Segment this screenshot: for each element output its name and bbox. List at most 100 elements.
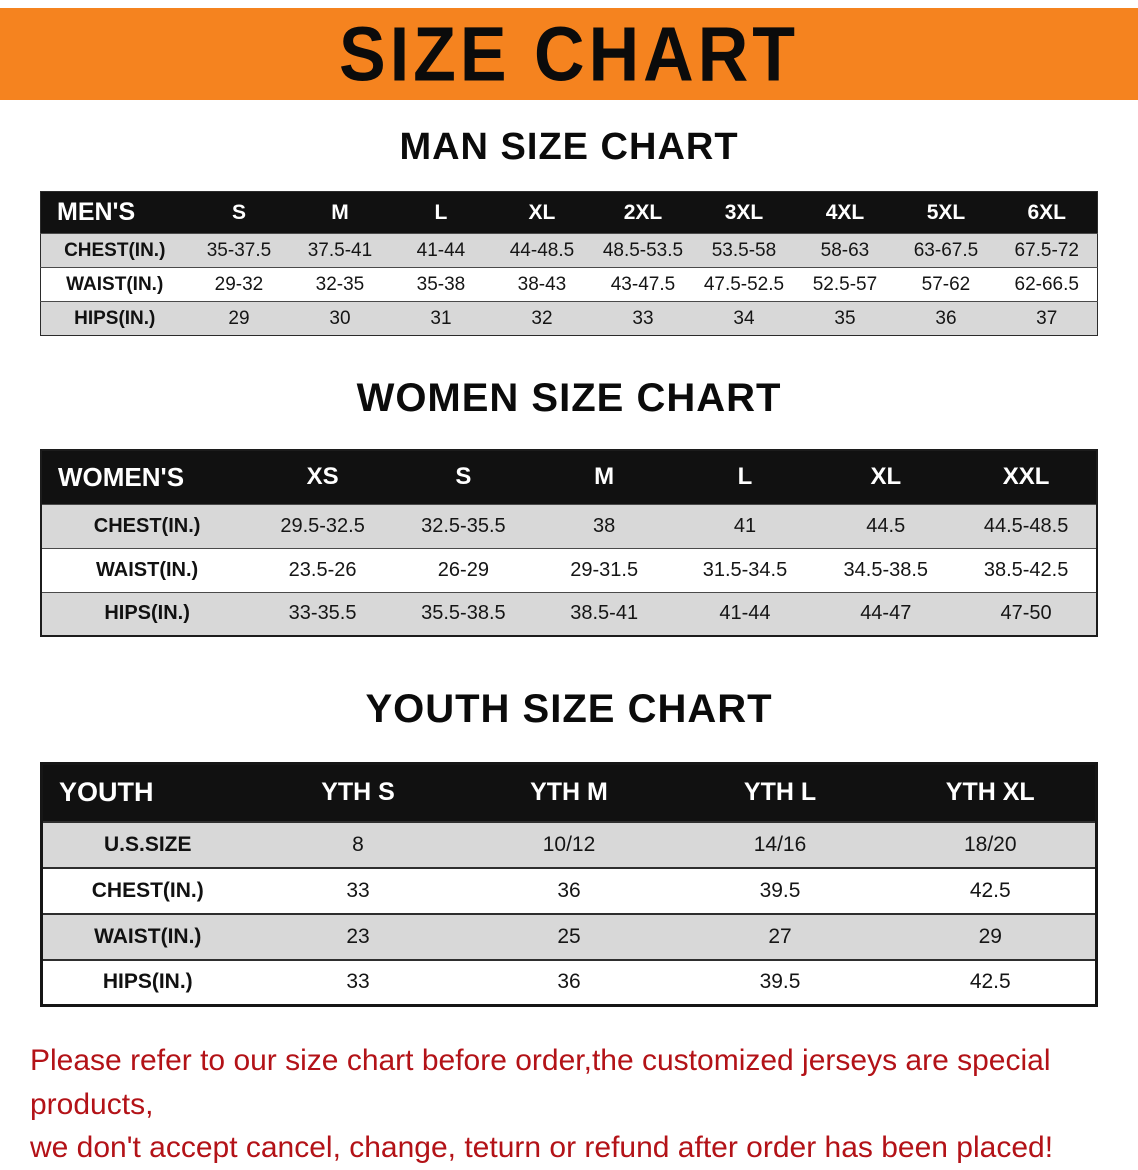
- measurement-row-label: CHEST(IN.): [41, 504, 253, 548]
- youth-section-heading: YOUTH SIZE CHART: [365, 687, 773, 731]
- size-column-header: L: [674, 450, 816, 504]
- women-section-heading: WOMEN SIZE CHART: [356, 376, 782, 420]
- measurement-row-label: HIPS(IN.): [41, 592, 253, 636]
- size-column-header: 4XL: [794, 191, 896, 234]
- size-value-cell: 44-47: [815, 592, 957, 636]
- size-value-cell: 44-48.5: [491, 233, 593, 268]
- size-column-header: 5XL: [895, 191, 997, 234]
- size-value-cell: 42.5: [969, 878, 1011, 902]
- size-value-cell: 47-50: [956, 592, 1097, 636]
- table-row: HIPS(IN.) 33-35.5 35.5-38.5 38.5-41 41-44 44-…: [41, 592, 1097, 636]
- size-chart-page: SIZE CHART MAN SIZE CHART MEN'S S M L XL 2XL 3…: [0, 8, 1138, 1170]
- size-value-cell: 23.5-26: [288, 558, 357, 581]
- size-value-cell: 37.5-41: [289, 233, 391, 268]
- size-value-cell: 33: [346, 970, 370, 994]
- measurement-row-label: HIPS(IN.): [40, 301, 189, 336]
- size-value-cell: 34.5-38.5: [843, 558, 929, 581]
- header-row: WOMEN'S XS S M L XL XXL: [41, 450, 1097, 504]
- size-value-cell: 27: [674, 913, 886, 960]
- table-row: U.S.SIZE 8 10/12 14/16 18/20: [41, 821, 1097, 868]
- size-column-header: M: [533, 450, 675, 504]
- size-value-cell: 35: [794, 301, 896, 336]
- size-column-header: XXL: [956, 450, 1097, 504]
- size-value-cell: 37: [996, 301, 1098, 336]
- size-column-header: 2XL: [592, 191, 694, 234]
- size-column-header: XL: [815, 450, 957, 504]
- size-value-cell: 43-47.5: [610, 273, 676, 295]
- size-value-cell: 44.5-48.5: [956, 504, 1097, 548]
- size-value-cell: 38.5-41: [533, 592, 675, 636]
- size-value-cell: 36: [557, 878, 581, 902]
- measurement-row-label: WAIST(IN.): [41, 913, 253, 960]
- banner: SIZE CHART: [0, 8, 1138, 100]
- size-column-header: YTH S: [252, 763, 464, 822]
- measurement-row-label: CHEST(IN.): [40, 233, 189, 268]
- size-value-cell: 38-43: [517, 273, 567, 295]
- men-section-heading: MAN SIZE CHART: [399, 126, 739, 168]
- size-value-cell: 34: [693, 301, 795, 336]
- header-row: MEN'S S M L XL 2XL 3XL 4XL 5XL 6XL: [40, 191, 1098, 234]
- size-value-cell: 36: [557, 970, 581, 994]
- size-value-cell: 31.5-34.5: [702, 558, 788, 581]
- men-size-section: MAN SIZE CHART MEN'S S M L XL 2XL 3XL 4XL 5XL 6XL…: [0, 100, 1138, 336]
- size-column-header: S: [188, 191, 290, 234]
- table-row: CHEST(IN.) 29.5-32.5 32.5-35.5 38 41 44.5 44.5…: [41, 504, 1097, 548]
- women-size-section: WOMEN SIZE CHART WOMEN'S XS S M L XL XXL CHEST(…: [0, 336, 1138, 637]
- size-value-cell: 25: [463, 913, 675, 960]
- size-value-cell: 38: [533, 504, 675, 548]
- table-row: CHEST(IN.) 35-37.5 37.5-41 41-44 44-48.5 48.5…: [40, 233, 1098, 268]
- size-column-header: 3XL: [693, 191, 795, 234]
- size-column-header: XS: [252, 450, 393, 504]
- size-value-cell: 29-32: [214, 273, 264, 295]
- size-value-cell: 57-62: [921, 273, 971, 295]
- measurement-row-label: U.S.SIZE: [41, 821, 253, 868]
- size-value-cell: 33: [592, 301, 694, 336]
- measurement-row-label: HIPS(IN.): [102, 970, 193, 994]
- size-value-cell: 33-35.5: [252, 592, 393, 636]
- size-value-cell: 26-29: [437, 558, 489, 581]
- table-title: WOMEN'S: [41, 450, 253, 504]
- size-column-header: YTH XL: [885, 763, 1097, 822]
- size-column-header: L: [390, 191, 492, 234]
- size-value-cell: 39.5: [759, 878, 801, 902]
- size-value-cell: 14/16: [674, 821, 886, 868]
- size-value-cell: 35-38: [416, 273, 466, 295]
- table-row: HIPS(IN.) 33 36 39.5 42.5: [41, 959, 1097, 1006]
- men-size-table: MEN'S S M L XL 2XL 3XL 4XL 5XL 6XL CHEST(IN.) 35-37…: [40, 191, 1098, 336]
- size-value-cell: 32: [491, 301, 593, 336]
- youth-size-section: YOUTH SIZE CHART YOUTH YTH S YTH M YTH L YTH…: [0, 637, 1138, 1007]
- header-row: YOUTH YTH S YTH M YTH L YTH XL: [41, 763, 1097, 822]
- size-value-cell: 29: [188, 301, 290, 336]
- table-row: HIPS(IN.) 29 30 31 32 33 34 35 36 37: [40, 301, 1098, 336]
- size-value-cell: 32-35: [315, 273, 365, 295]
- size-value-cell: 53.5-58: [693, 233, 795, 268]
- size-column-header: S: [392, 450, 534, 504]
- size-column-header: YTH M: [463, 763, 675, 822]
- size-value-cell: 48.5-53.5: [592, 233, 694, 268]
- size-value-cell: 62-66.5: [1014, 273, 1079, 295]
- size-value-cell: 30: [289, 301, 391, 336]
- size-column-header: YTH L: [674, 763, 886, 822]
- size-value-cell: 63-67.5: [895, 233, 997, 268]
- size-value-cell: 58-63: [794, 233, 896, 268]
- size-value-cell: 29.5-32.5: [252, 504, 393, 548]
- size-value-cell: 18/20: [885, 821, 1097, 868]
- size-value-cell: 10/12: [463, 821, 675, 868]
- size-value-cell: 41-44: [390, 233, 492, 268]
- size-column-header: XL: [491, 191, 593, 234]
- measurement-row-label: CHEST(IN.): [91, 878, 204, 902]
- measurement-row-label: WAIST(IN.): [66, 273, 164, 295]
- table-title: MEN'S: [40, 191, 189, 234]
- size-value-cell: 29: [885, 913, 1097, 960]
- size-value-cell: 42.5: [969, 970, 1011, 994]
- size-value-cell: 41-44: [674, 592, 816, 636]
- size-value-cell: 38.5-42.5: [983, 558, 1069, 581]
- youth-size-table: YOUTH YTH S YTH M YTH L YTH XL U.S.SIZE 8 10/12…: [40, 762, 1098, 1007]
- women-size-table: WOMEN'S XS S M L XL XXL CHEST(IN.) 29.5-32.5 32.5…: [40, 449, 1098, 637]
- table-row: WAIST(IN.) 29-32 32-35 35-38 38-43 43-47.5 47.…: [40, 267, 1098, 302]
- size-value-cell: 23: [252, 913, 464, 960]
- table-row: WAIST(IN.) 23 25 27 29: [41, 913, 1097, 960]
- table-row: CHEST(IN.) 33 36 39.5 42.5: [41, 867, 1097, 914]
- size-value-cell: 47.5-52.5: [703, 273, 785, 295]
- size-column-header: M: [289, 191, 391, 234]
